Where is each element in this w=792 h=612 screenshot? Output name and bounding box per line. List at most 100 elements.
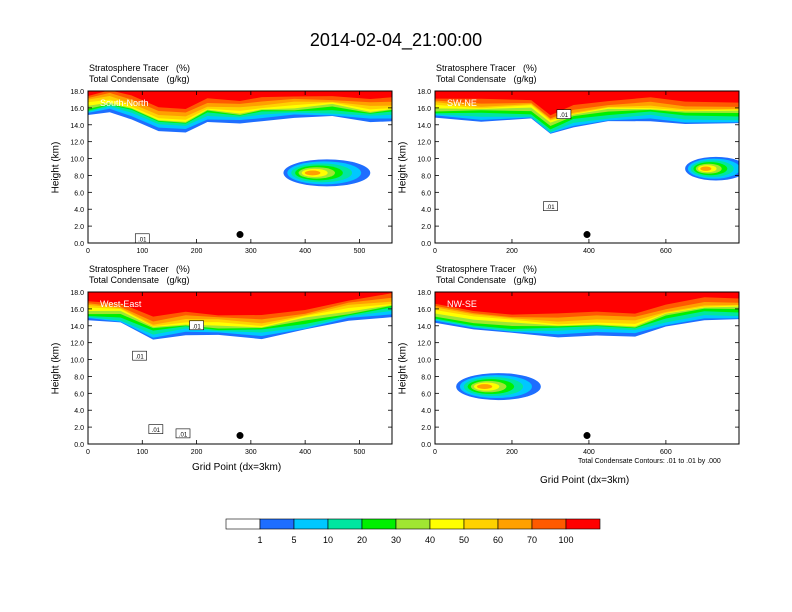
ytick-label: 12.0 — [70, 341, 84, 348]
blob-level-8 — [700, 166, 712, 171]
contour-label: .01 — [192, 324, 201, 330]
xtick-label: 400 — [583, 449, 595, 456]
ytick-label: 18.0 — [417, 290, 431, 297]
panel-3-subtitle-line1: Stratosphere Tracer (%) — [89, 264, 191, 274]
ytick-label: 0.0 — [74, 442, 84, 449]
tracer-field — [88, 91, 392, 187]
ytick-label: 0.0 — [421, 442, 431, 449]
ytick-label: 2.0 — [74, 224, 84, 231]
ytick-label: 6.0 — [421, 190, 431, 197]
contour-label: .01 — [546, 205, 555, 211]
xtick-label: 600 — [660, 248, 672, 255]
ytick-label: 10.0 — [70, 157, 84, 164]
plot-frame — [87, 291, 393, 445]
colorbar-box-8 — [497, 518, 533, 530]
panel-3-xlabel: Grid Point (dx=3km) — [192, 462, 282, 473]
panel-4-subtitle-line2: Total Condensate (g/kg) — [436, 275, 537, 285]
colorbar-box-6 — [429, 518, 465, 530]
ytick-label: 8.0 — [421, 374, 431, 381]
panel-4-subtitle: Stratosphere Tracer (%) Total Condensate… — [436, 264, 537, 286]
colorbar-box-1 — [259, 518, 295, 530]
panel-label: NW-SE — [447, 299, 477, 309]
contour-note: Total Condensate Contours: .01 to .01 by… — [578, 458, 721, 465]
ytick-label: 10.0 — [417, 358, 431, 365]
ytick-label: 4.0 — [74, 207, 84, 214]
colorbar-box-5 — [395, 518, 431, 530]
panel-sw-ne: 0.0 2.0 4.0 6.0 8.0 10.0 12.0 14.0 16.0 18.0 0 200 4… — [417, 89, 740, 255]
ytick-label: 14.0 — [417, 324, 431, 331]
ytick-label: 18.0 — [417, 89, 431, 96]
contour-label-box — [189, 320, 204, 331]
ytick-label: 8.0 — [421, 173, 431, 180]
ytick-label: 14.0 — [417, 123, 431, 130]
xtick-label: 0 — [433, 248, 437, 255]
location-marker — [583, 231, 591, 239]
contour-label: .01 — [138, 237, 147, 243]
contour-label: .01 — [179, 432, 188, 438]
xtick-label: 300 — [245, 248, 257, 255]
ytick-label: 16.0 — [417, 106, 431, 113]
ytick-label: 12.0 — [70, 140, 84, 147]
panel-label: SW-NE — [447, 98, 477, 108]
contour-label-box — [132, 350, 147, 361]
contour-label-box — [175, 428, 191, 439]
ytick-label: 16.0 — [417, 307, 431, 314]
xtick-label: 100 — [136, 449, 148, 456]
plot-frame — [87, 90, 393, 244]
ytick-label: 18.0 — [70, 89, 84, 96]
panel-3-subtitle-line2: Total Condensate (g/kg) — [89, 275, 190, 285]
xtick-label: 500 — [354, 449, 366, 456]
ytick-label: 4.0 — [74, 408, 84, 415]
ytick-label: 18.0 — [70, 290, 84, 297]
xtick-label: 400 — [299, 449, 311, 456]
ytick-label: 16.0 — [70, 307, 84, 314]
ytick-label: 6.0 — [74, 190, 84, 197]
xtick-label: 400 — [299, 248, 311, 255]
ytick-label: 4.0 — [421, 408, 431, 415]
xtick-label: 200 — [506, 248, 518, 255]
ytick-label: 14.0 — [70, 123, 84, 130]
panel-1-subtitle-line1: Stratosphere Tracer (%) — [89, 63, 191, 73]
panel-1-subtitle: Stratosphere Tracer (%) Total Condensate… — [89, 63, 190, 85]
band-level-10 — [435, 292, 739, 315]
xtick-label: 0 — [86, 449, 90, 456]
ytick-label: 10.0 — [70, 358, 84, 365]
colorbar-box-4 — [361, 518, 397, 530]
contour-label-box — [556, 109, 572, 119]
panel-1-subtitle-line2: Total Condensate (g/kg) — [89, 74, 190, 84]
colorbar-label: 100 — [558, 535, 573, 545]
panel-2-subtitle: Stratosphere Tracer (%) Total Condensate… — [436, 63, 537, 85]
xtick-label: 400 — [583, 248, 595, 255]
ytick-label: 2.0 — [74, 425, 84, 432]
ytick-label: 6.0 — [74, 391, 84, 398]
location-marker — [236, 231, 244, 239]
contour-label: .01 — [135, 355, 144, 361]
xtick-label: 100 — [136, 248, 148, 255]
panel-label: West-East — [100, 299, 142, 309]
panel-4-xlabel: Grid Point (dx=3km) — [540, 475, 630, 486]
ytick-label: 14.0 — [70, 324, 84, 331]
xtick-label: 200 — [191, 449, 203, 456]
plot-frame — [434, 291, 740, 445]
colorbar-label: 20 — [357, 535, 367, 545]
panel-south-north: 0.0 2.0 4.0 6.0 8.0 10.0 12.0 14.0 16.0 18.0 0 100 2… — [70, 89, 393, 255]
xtick-label: 0 — [86, 248, 90, 255]
band-level-10 — [88, 91, 392, 110]
ytick-label: 6.0 — [421, 391, 431, 398]
colorbar-box-2 — [293, 518, 329, 530]
band-level-10 — [88, 292, 392, 317]
colorbar-box-0 — [225, 518, 261, 530]
colorbar-box-10 — [565, 518, 601, 530]
xtick-label: 300 — [245, 449, 257, 456]
colorbar-box-9 — [531, 518, 567, 530]
ytick-label: 0.0 — [74, 241, 84, 248]
panel-4-subtitle-line1: Stratosphere Tracer (%) — [436, 264, 538, 274]
band-level-10 — [435, 91, 739, 116]
xtick-label: 0 — [433, 449, 437, 456]
tracer-field — [435, 292, 739, 401]
colorbar-label: 40 — [425, 535, 435, 545]
ytick-label: 12.0 — [417, 140, 431, 147]
ytick-label: 10.0 — [417, 157, 431, 164]
contour-label: .01 — [152, 428, 161, 434]
ytick-label: 8.0 — [74, 173, 84, 180]
